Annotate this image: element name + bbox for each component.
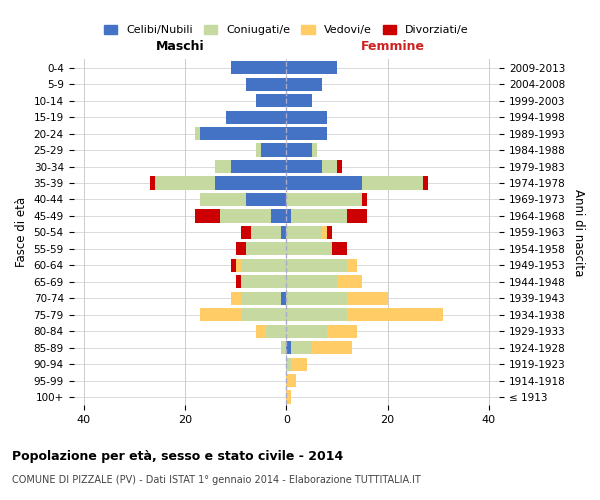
- Bar: [241, 292, 281, 305]
- Bar: [241, 258, 286, 272]
- Bar: [286, 160, 322, 173]
- Bar: [256, 324, 266, 338]
- Bar: [286, 193, 362, 206]
- Bar: [327, 226, 332, 239]
- Bar: [200, 308, 241, 322]
- Bar: [155, 176, 215, 190]
- Bar: [149, 176, 155, 190]
- Bar: [236, 275, 241, 288]
- Bar: [286, 341, 292, 354]
- Y-axis label: Fasce di età: Fasce di età: [15, 198, 28, 268]
- Bar: [241, 226, 251, 239]
- Bar: [271, 210, 286, 222]
- Bar: [286, 78, 322, 91]
- Bar: [362, 176, 423, 190]
- Bar: [286, 308, 347, 322]
- Y-axis label: Anni di nascita: Anni di nascita: [572, 188, 585, 276]
- Bar: [286, 176, 362, 190]
- Bar: [337, 160, 342, 173]
- Bar: [286, 144, 311, 156]
- Bar: [347, 258, 357, 272]
- Bar: [347, 308, 443, 322]
- Bar: [266, 324, 286, 338]
- Bar: [286, 258, 347, 272]
- Bar: [286, 292, 347, 305]
- Bar: [230, 292, 241, 305]
- Bar: [286, 110, 327, 124]
- Bar: [215, 176, 286, 190]
- Bar: [226, 110, 286, 124]
- Bar: [281, 226, 286, 239]
- Bar: [200, 127, 286, 140]
- Bar: [236, 242, 246, 256]
- Bar: [327, 324, 357, 338]
- Text: Maschi: Maschi: [155, 40, 204, 53]
- Bar: [256, 94, 286, 107]
- Bar: [241, 275, 286, 288]
- Bar: [332, 242, 347, 256]
- Text: Femmine: Femmine: [361, 40, 425, 53]
- Bar: [286, 127, 327, 140]
- Bar: [251, 226, 281, 239]
- Bar: [256, 144, 261, 156]
- Bar: [286, 374, 296, 387]
- Bar: [195, 127, 200, 140]
- Bar: [292, 210, 347, 222]
- Bar: [362, 193, 367, 206]
- Bar: [347, 210, 367, 222]
- Bar: [423, 176, 428, 190]
- Bar: [246, 242, 286, 256]
- Bar: [236, 258, 241, 272]
- Bar: [195, 210, 220, 222]
- Bar: [337, 275, 362, 288]
- Bar: [230, 258, 236, 272]
- Bar: [230, 61, 286, 74]
- Bar: [286, 324, 327, 338]
- Bar: [215, 160, 230, 173]
- Bar: [286, 210, 292, 222]
- Bar: [286, 275, 337, 288]
- Bar: [286, 358, 292, 370]
- Text: COMUNE DI PIZZALE (PV) - Dati ISTAT 1° gennaio 2014 - Elaborazione TUTTITALIA.IT: COMUNE DI PIZZALE (PV) - Dati ISTAT 1° g…: [12, 475, 421, 485]
- Bar: [286, 390, 292, 404]
- Bar: [281, 292, 286, 305]
- Bar: [241, 308, 286, 322]
- Bar: [292, 358, 307, 370]
- Bar: [286, 94, 311, 107]
- Bar: [322, 160, 337, 173]
- Bar: [200, 193, 246, 206]
- Bar: [230, 160, 286, 173]
- Bar: [347, 292, 388, 305]
- Bar: [246, 78, 286, 91]
- Legend: Celibi/Nubili, Coniugati/e, Vedovi/e, Divorziati/e: Celibi/Nubili, Coniugati/e, Vedovi/e, Di…: [100, 20, 473, 40]
- Bar: [286, 242, 332, 256]
- Bar: [286, 226, 322, 239]
- Bar: [261, 144, 286, 156]
- Bar: [286, 61, 337, 74]
- Bar: [220, 210, 271, 222]
- Bar: [311, 144, 317, 156]
- Text: Popolazione per età, sesso e stato civile - 2014: Popolazione per età, sesso e stato civil…: [12, 450, 343, 463]
- Bar: [292, 341, 311, 354]
- Bar: [311, 341, 352, 354]
- Bar: [322, 226, 327, 239]
- Bar: [246, 193, 286, 206]
- Bar: [281, 341, 286, 354]
